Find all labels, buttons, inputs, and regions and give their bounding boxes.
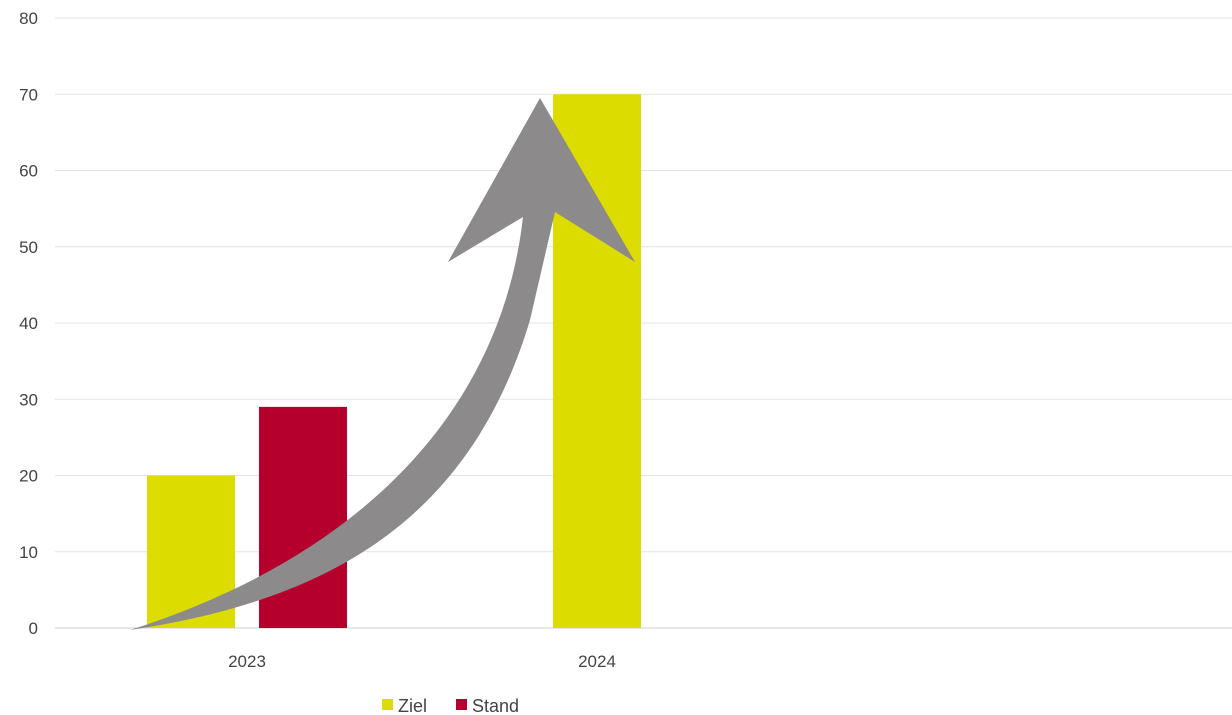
y-axis-ticks: 0 10 20 30 40 50 60 70 80	[19, 9, 38, 638]
y-tick-label: 80	[19, 9, 38, 28]
legend: Ziel Stand	[382, 696, 519, 715]
legend-label-stand: Stand	[472, 696, 519, 715]
legend-swatch-stand	[456, 699, 467, 710]
y-tick-label: 60	[19, 162, 38, 181]
y-tick-label: 70	[19, 85, 38, 104]
gridlines	[55, 17, 1232, 629]
y-tick-label: 20	[19, 467, 38, 486]
y-tick-label: 50	[19, 238, 38, 257]
x-tick-label: 2024	[578, 652, 616, 671]
y-tick-label: 40	[19, 314, 38, 333]
trend-arrow	[130, 98, 635, 630]
y-tick-label: 10	[19, 543, 38, 562]
x-tick-label: 2023	[228, 652, 266, 671]
legend-swatch-ziel	[382, 699, 393, 710]
y-tick-label: 30	[19, 390, 38, 409]
legend-label-ziel: Ziel	[398, 696, 427, 715]
x-axis-ticks: 2023 2024	[228, 652, 616, 671]
y-tick-label: 0	[29, 619, 38, 638]
